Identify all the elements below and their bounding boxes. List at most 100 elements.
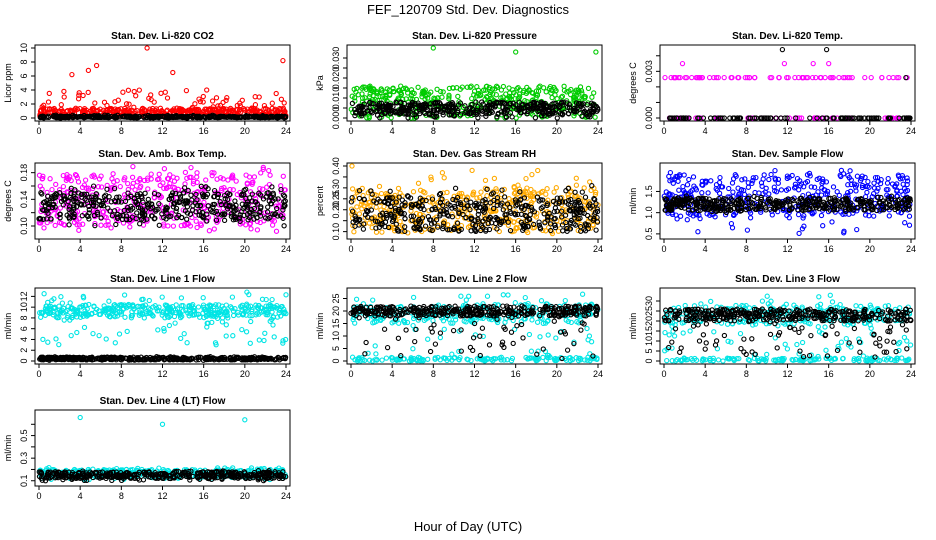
series-1-point [683, 190, 689, 196]
points [37, 289, 289, 363]
y-axis-label: Licor ppm [3, 63, 13, 103]
series-2-point [543, 109, 549, 115]
series-1-point [243, 222, 249, 228]
series-2-point [68, 190, 74, 196]
points [348, 45, 601, 121]
series-1-point [457, 86, 463, 92]
series-1-point [548, 90, 554, 96]
series-2-point [579, 113, 585, 119]
series-2-point [422, 110, 428, 117]
x-tick-label: 4 [703, 244, 708, 254]
series-1-point [225, 177, 231, 183]
series-2-point [383, 212, 390, 219]
series-1-point [76, 222, 83, 228]
series-1-point [809, 211, 816, 217]
series-1-point [410, 189, 417, 195]
series-1-point [565, 192, 571, 198]
series-2-point [204, 191, 211, 198]
series-1-point [187, 223, 194, 229]
series-2-point [526, 216, 532, 222]
x-tick-label: 12 [157, 126, 167, 136]
series-2-point [173, 114, 180, 120]
y-tick-label: 1.0 [644, 206, 654, 219]
series-2-point [680, 115, 686, 121]
y-axis-label: percent [315, 185, 325, 216]
series-2-point [418, 103, 425, 109]
series-2-point [49, 195, 55, 201]
y-tick-label: 0 [19, 115, 29, 120]
series-2-point [764, 115, 770, 121]
series-1-point [529, 171, 535, 178]
points [37, 45, 289, 121]
series-2-point [568, 208, 574, 214]
series-2-point [667, 115, 673, 121]
series-2-point [759, 115, 765, 121]
series-2-point [579, 189, 585, 195]
series-2-point [457, 112, 464, 118]
series-2-point [590, 102, 596, 108]
series-2-point [538, 197, 544, 203]
series-2-point [132, 114, 138, 120]
series-2-point [503, 215, 509, 221]
series-1-point [708, 178, 714, 184]
series-1-point [128, 315, 135, 321]
series-1-point [362, 215, 368, 221]
series-1-point [155, 327, 161, 333]
series-1-point [786, 209, 792, 216]
series-1-point [95, 184, 102, 190]
series-2-point [156, 201, 162, 207]
series-1-point [428, 89, 434, 95]
series-2-point [548, 227, 554, 234]
series-2-point [679, 200, 685, 206]
series-2-point [211, 201, 218, 208]
series-1-point [154, 176, 161, 183]
series-1-point [751, 74, 758, 81]
series-2-point [467, 104, 473, 111]
series-1-point [354, 204, 360, 210]
series-2-point [86, 194, 92, 200]
series-1-point [420, 189, 427, 195]
series-2-point [416, 220, 423, 227]
series-1-point [491, 175, 498, 182]
series-2-point [858, 196, 864, 202]
series-1-point [280, 338, 286, 344]
series-1-point [96, 332, 102, 339]
series-1-point [684, 74, 690, 81]
series-1-point [144, 177, 151, 183]
series-2-point [151, 190, 158, 197]
series-2-point [352, 112, 358, 119]
series-1-point [801, 213, 807, 219]
series-2-point [173, 205, 180, 212]
y-tick-label: 0 [19, 358, 29, 363]
series-1-point [673, 212, 679, 218]
series-1-point [46, 106, 53, 113]
series-2-point [256, 190, 262, 196]
series-2-point [529, 105, 536, 111]
series-1-point [853, 188, 859, 194]
series-1-point [795, 211, 802, 218]
series-2-point [823, 46, 830, 53]
series-1-point [798, 115, 805, 121]
series-1-point [111, 302, 117, 308]
series-2-point [244, 204, 250, 210]
series-2-point [843, 208, 849, 215]
series-2-point [466, 105, 473, 111]
series-2-point [405, 107, 411, 114]
x-tick-label: 20 [240, 126, 250, 136]
series-1-point [410, 96, 416, 103]
series-2-point [134, 201, 141, 207]
series-2-point [559, 222, 566, 228]
series-2-point [93, 191, 99, 197]
series-2-point [589, 183, 595, 189]
series-2-point [387, 111, 394, 117]
series-1-point [705, 190, 711, 196]
series-1-point [686, 176, 692, 183]
series-1-point [543, 89, 549, 95]
x-tick-label: 24 [906, 126, 916, 136]
series-1-point [76, 227, 82, 233]
series-1-point [270, 314, 276, 320]
series-1-point [152, 303, 158, 309]
series-1-point [162, 315, 168, 321]
series-2-point [38, 216, 44, 222]
series-1-point [699, 178, 705, 184]
